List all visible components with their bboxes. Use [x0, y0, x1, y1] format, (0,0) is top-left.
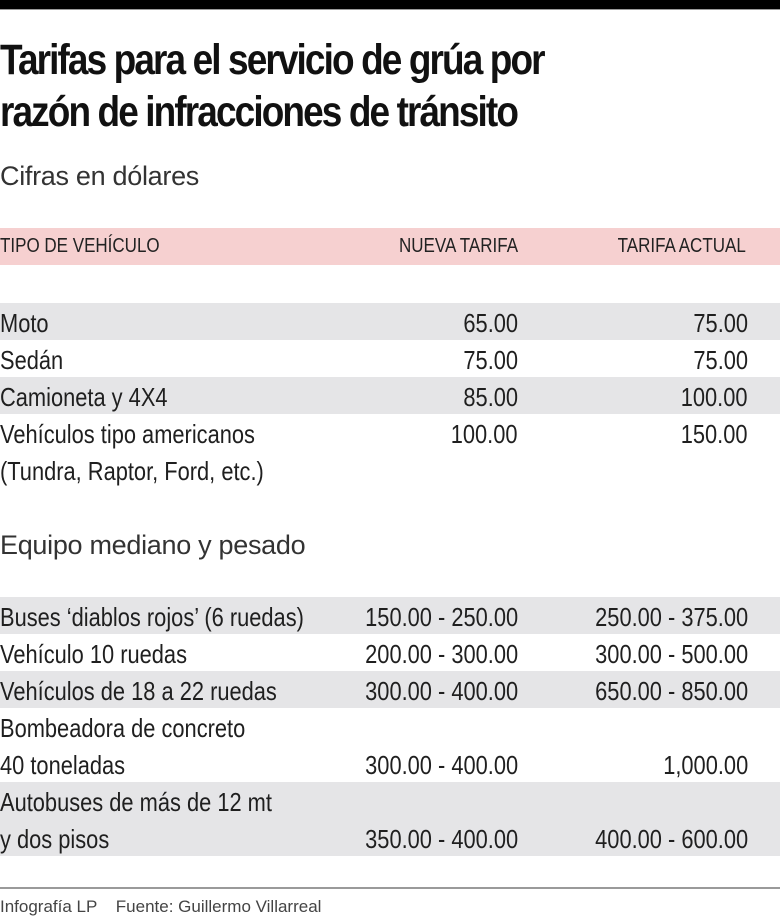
current-rate: 300.00 - 500.00 [594, 639, 748, 669]
vehicle-type: Sedán [0, 345, 64, 375]
vehicle-type: Vehículos tipo americanos [0, 419, 255, 449]
top-rule [0, 0, 780, 10]
column-header-current-rate: TARIFA ACTUAL [617, 235, 746, 257]
footer-source: Fuente: Guillermo Villarreal [115, 897, 322, 916]
new-rate: 350.00 - 400.00 [364, 824, 518, 854]
footer: Infografía LP Fuente: Guillermo Villarre… [0, 896, 321, 918]
vehicle-type: Moto [0, 308, 49, 338]
current-rate: 75.00 [693, 308, 748, 338]
new-rate: 75.00 [463, 345, 518, 375]
table-row: Vehículo 10 ruedas 200.00 - 300.00 300.0… [0, 634, 780, 671]
footer-divider [0, 887, 780, 889]
table-header: TIPO DE VEHÍCULO NUEVA TARIFA TARIFA ACT… [0, 228, 780, 265]
table-row: Buses ‘diablos rojos’ (6 ruedas) 150.00 … [0, 597, 780, 634]
vehicle-type-detail: y dos pisos [0, 824, 110, 854]
title-line-2: razón de infracciones de tránsito [0, 88, 519, 136]
footer-credit: Infografía LP [0, 897, 98, 916]
new-rate: 100.00 [451, 419, 518, 449]
current-rate: 150.00 [681, 419, 748, 449]
vehicle-type-detail: 40 toneladas [0, 750, 126, 780]
title-line-1: Tarifas para el servicio de grúa por [0, 36, 546, 84]
vehicle-type-detail: (Tundra, Raptor, Ford, etc.) [0, 456, 264, 486]
table-row: Camioneta y 4X4 85.00 100.00 [0, 377, 780, 414]
new-rate: 200.00 - 300.00 [364, 639, 518, 669]
table-row: Vehículos de 18 a 22 ruedas 300.00 - 400… [0, 671, 780, 708]
current-rate: 650.00 - 850.00 [594, 676, 748, 706]
vehicle-type: Autobuses de más de 12 mt [0, 787, 272, 817]
vehicle-type: Vehículo 10 ruedas [0, 639, 188, 669]
new-rate: 85.00 [463, 382, 518, 412]
current-rate: 1,000.00 [662, 750, 748, 780]
new-rate: 65.00 [463, 308, 518, 338]
section-heading-heavy-equipment: Equipo mediano y pesado [0, 530, 306, 560]
vehicle-type: Bombeadora de concreto [0, 713, 246, 743]
column-header-new-rate: NUEVA TARIFA [398, 235, 518, 257]
page-title: Tarifas para el servicio de grúa por raz… [0, 34, 765, 138]
table-row: Moto 65.00 75.00 [0, 303, 780, 340]
column-header-type: TIPO DE VEHÍCULO [0, 235, 160, 257]
new-rate: 300.00 - 400.00 [364, 750, 518, 780]
subtitle: Cifras en dólares [0, 161, 199, 191]
current-rate: 75.00 [693, 345, 748, 375]
table-row: Sedán 75.00 75.00 [0, 340, 780, 377]
table-row: Autobuses de más de 12 mt y dos pisos 35… [0, 782, 780, 856]
new-rate: 150.00 - 250.00 [364, 602, 518, 632]
current-rate: 250.00 - 375.00 [594, 602, 748, 632]
vehicle-type: Vehículos de 18 a 22 ruedas [0, 676, 277, 706]
table-row: Bombeadora de concreto 40 toneladas 300.… [0, 708, 780, 782]
new-rate: 300.00 - 400.00 [364, 676, 518, 706]
table-row: Vehículos tipo americanos (Tundra, Rapto… [0, 414, 780, 488]
current-rate: 100.00 [681, 382, 748, 412]
vehicle-type: Buses ‘diablos rojos’ (6 ruedas) [0, 602, 304, 632]
current-rate: 400.00 - 600.00 [594, 824, 748, 854]
vehicle-type: Camioneta y 4X4 [0, 382, 168, 412]
